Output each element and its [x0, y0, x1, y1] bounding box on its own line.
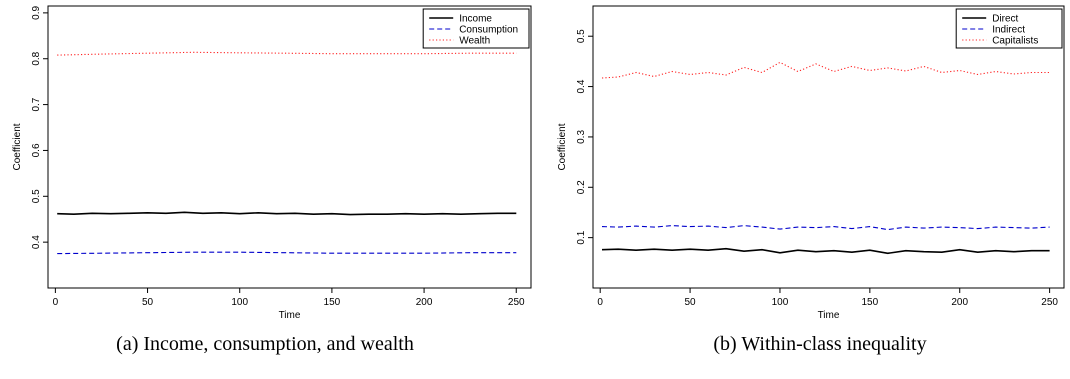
chart-panel-1: 0 50 100 150 200 250 0.1 0.2 0.3 0.4 0.5 Time Coeffi… [557, 5, 1065, 355]
y-axis-label: Coefficient [12, 123, 23, 170]
series-line-capitalists [601, 61, 1050, 79]
series-line-indirect [601, 225, 1050, 231]
y-tick-label: 0.5 [576, 29, 587, 43]
legend-label-consumption: Consumption [459, 25, 518, 36]
plot-frame [592, 5, 1065, 289]
series-line-wealth [57, 51, 517, 56]
legend-label-wealth: Wealth [459, 36, 490, 47]
series-line-direct [601, 247, 1050, 255]
chart-panel-0: 0 50 100 150 200 250 0.4 0.5 0.6 0.7 0.8 0.9 Time Coe… [12, 5, 532, 355]
plot-frame [47, 5, 532, 289]
x-tick-label: 250 [1041, 297, 1058, 308]
y-axis-label: Coefficient [557, 123, 568, 170]
x-tick-label: 200 [416, 297, 433, 308]
y-tick-label: 0.4 [31, 235, 42, 249]
x-axis-label: Time [818, 310, 840, 321]
y-tick-label: 0.4 [576, 79, 587, 93]
figure-caption: (b) Within-class inequality [713, 333, 926, 355]
y-tick-label: 0.8 [31, 51, 42, 65]
x-tick-label: 100 [231, 297, 248, 308]
y-tick-label: 0.9 [31, 5, 42, 19]
x-tick-label: 100 [772, 297, 789, 308]
figure-caption: (a) Income, consumption, and wealth [116, 333, 414, 355]
x-tick-label: 0 [53, 297, 59, 308]
legend-label-income: Income [459, 14, 492, 25]
legend-label-direct: Direct [992, 14, 1018, 25]
x-axis-label: Time [279, 310, 301, 321]
y-tick-label: 0.2 [576, 180, 587, 194]
series-line-income [57, 211, 517, 216]
y-tick-label: 0.1 [576, 230, 587, 244]
y-tick-label: 0.5 [31, 189, 42, 203]
x-tick-label: 250 [508, 297, 525, 308]
legend-label-capitalists: Capitalists [992, 36, 1038, 47]
x-tick-label: 50 [685, 297, 697, 308]
legend-label-indirect: Indirect [992, 25, 1025, 36]
series-line-consumption [57, 251, 517, 255]
y-tick-label: 0.3 [576, 130, 587, 144]
y-tick-label: 0.7 [31, 97, 42, 111]
x-tick-label: 0 [597, 297, 603, 308]
y-tick-label: 0.6 [31, 143, 42, 157]
x-tick-label: 200 [951, 297, 968, 308]
x-tick-label: 150 [324, 297, 341, 308]
x-tick-label: 50 [142, 297, 154, 308]
x-tick-label: 150 [862, 297, 879, 308]
